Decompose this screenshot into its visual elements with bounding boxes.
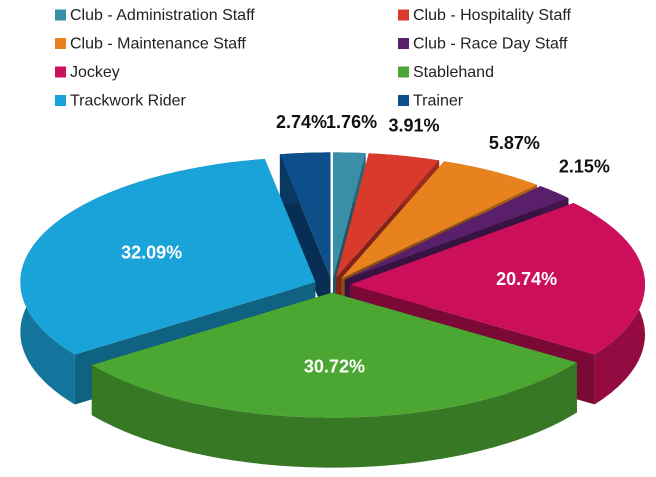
data-label: 2.15% — [559, 156, 610, 176]
legend-swatch — [398, 66, 409, 78]
legend-swatch — [398, 38, 409, 49]
slice-top — [344, 186, 569, 280]
slice-top — [333, 152, 366, 278]
slice-top — [341, 161, 537, 279]
legend-swatch — [55, 66, 66, 78]
data-label: 32.09% — [121, 242, 182, 262]
slice-top — [279, 152, 331, 278]
legend-label: Club - Administration Staff — [70, 7, 255, 24]
data-label: 30.72% — [304, 356, 365, 376]
legend-swatch — [55, 9, 66, 21]
slice-top — [336, 153, 440, 278]
legend-label: Club - Maintenance Staff — [70, 36, 246, 53]
slice-side — [91, 362, 577, 468]
slice-top — [350, 203, 645, 355]
data-label: 2.74% — [276, 112, 327, 132]
legend-swatch — [55, 38, 66, 49]
slice — [279, 152, 331, 328]
slice-top — [91, 292, 577, 418]
data-label: 1.76% — [326, 112, 377, 132]
data-label: 20.74% — [496, 269, 557, 289]
legend-swatch — [55, 95, 66, 106]
slice — [91, 292, 577, 468]
data-label: 5.87% — [489, 133, 540, 153]
legend-label: Trainer — [413, 93, 464, 110]
legend-label: Jockey — [70, 64, 120, 81]
legend-label: Stablehand — [413, 64, 494, 81]
data-label: 3.91% — [388, 116, 439, 136]
legend-label: Trackwork Rider — [70, 93, 187, 110]
legend-swatch — [398, 95, 409, 106]
slice-top — [20, 158, 316, 355]
legend-label: Club - Hospitality Staff — [413, 7, 572, 24]
legend-swatch — [398, 9, 409, 21]
legend-label: Club - Race Day Staff — [413, 36, 568, 53]
